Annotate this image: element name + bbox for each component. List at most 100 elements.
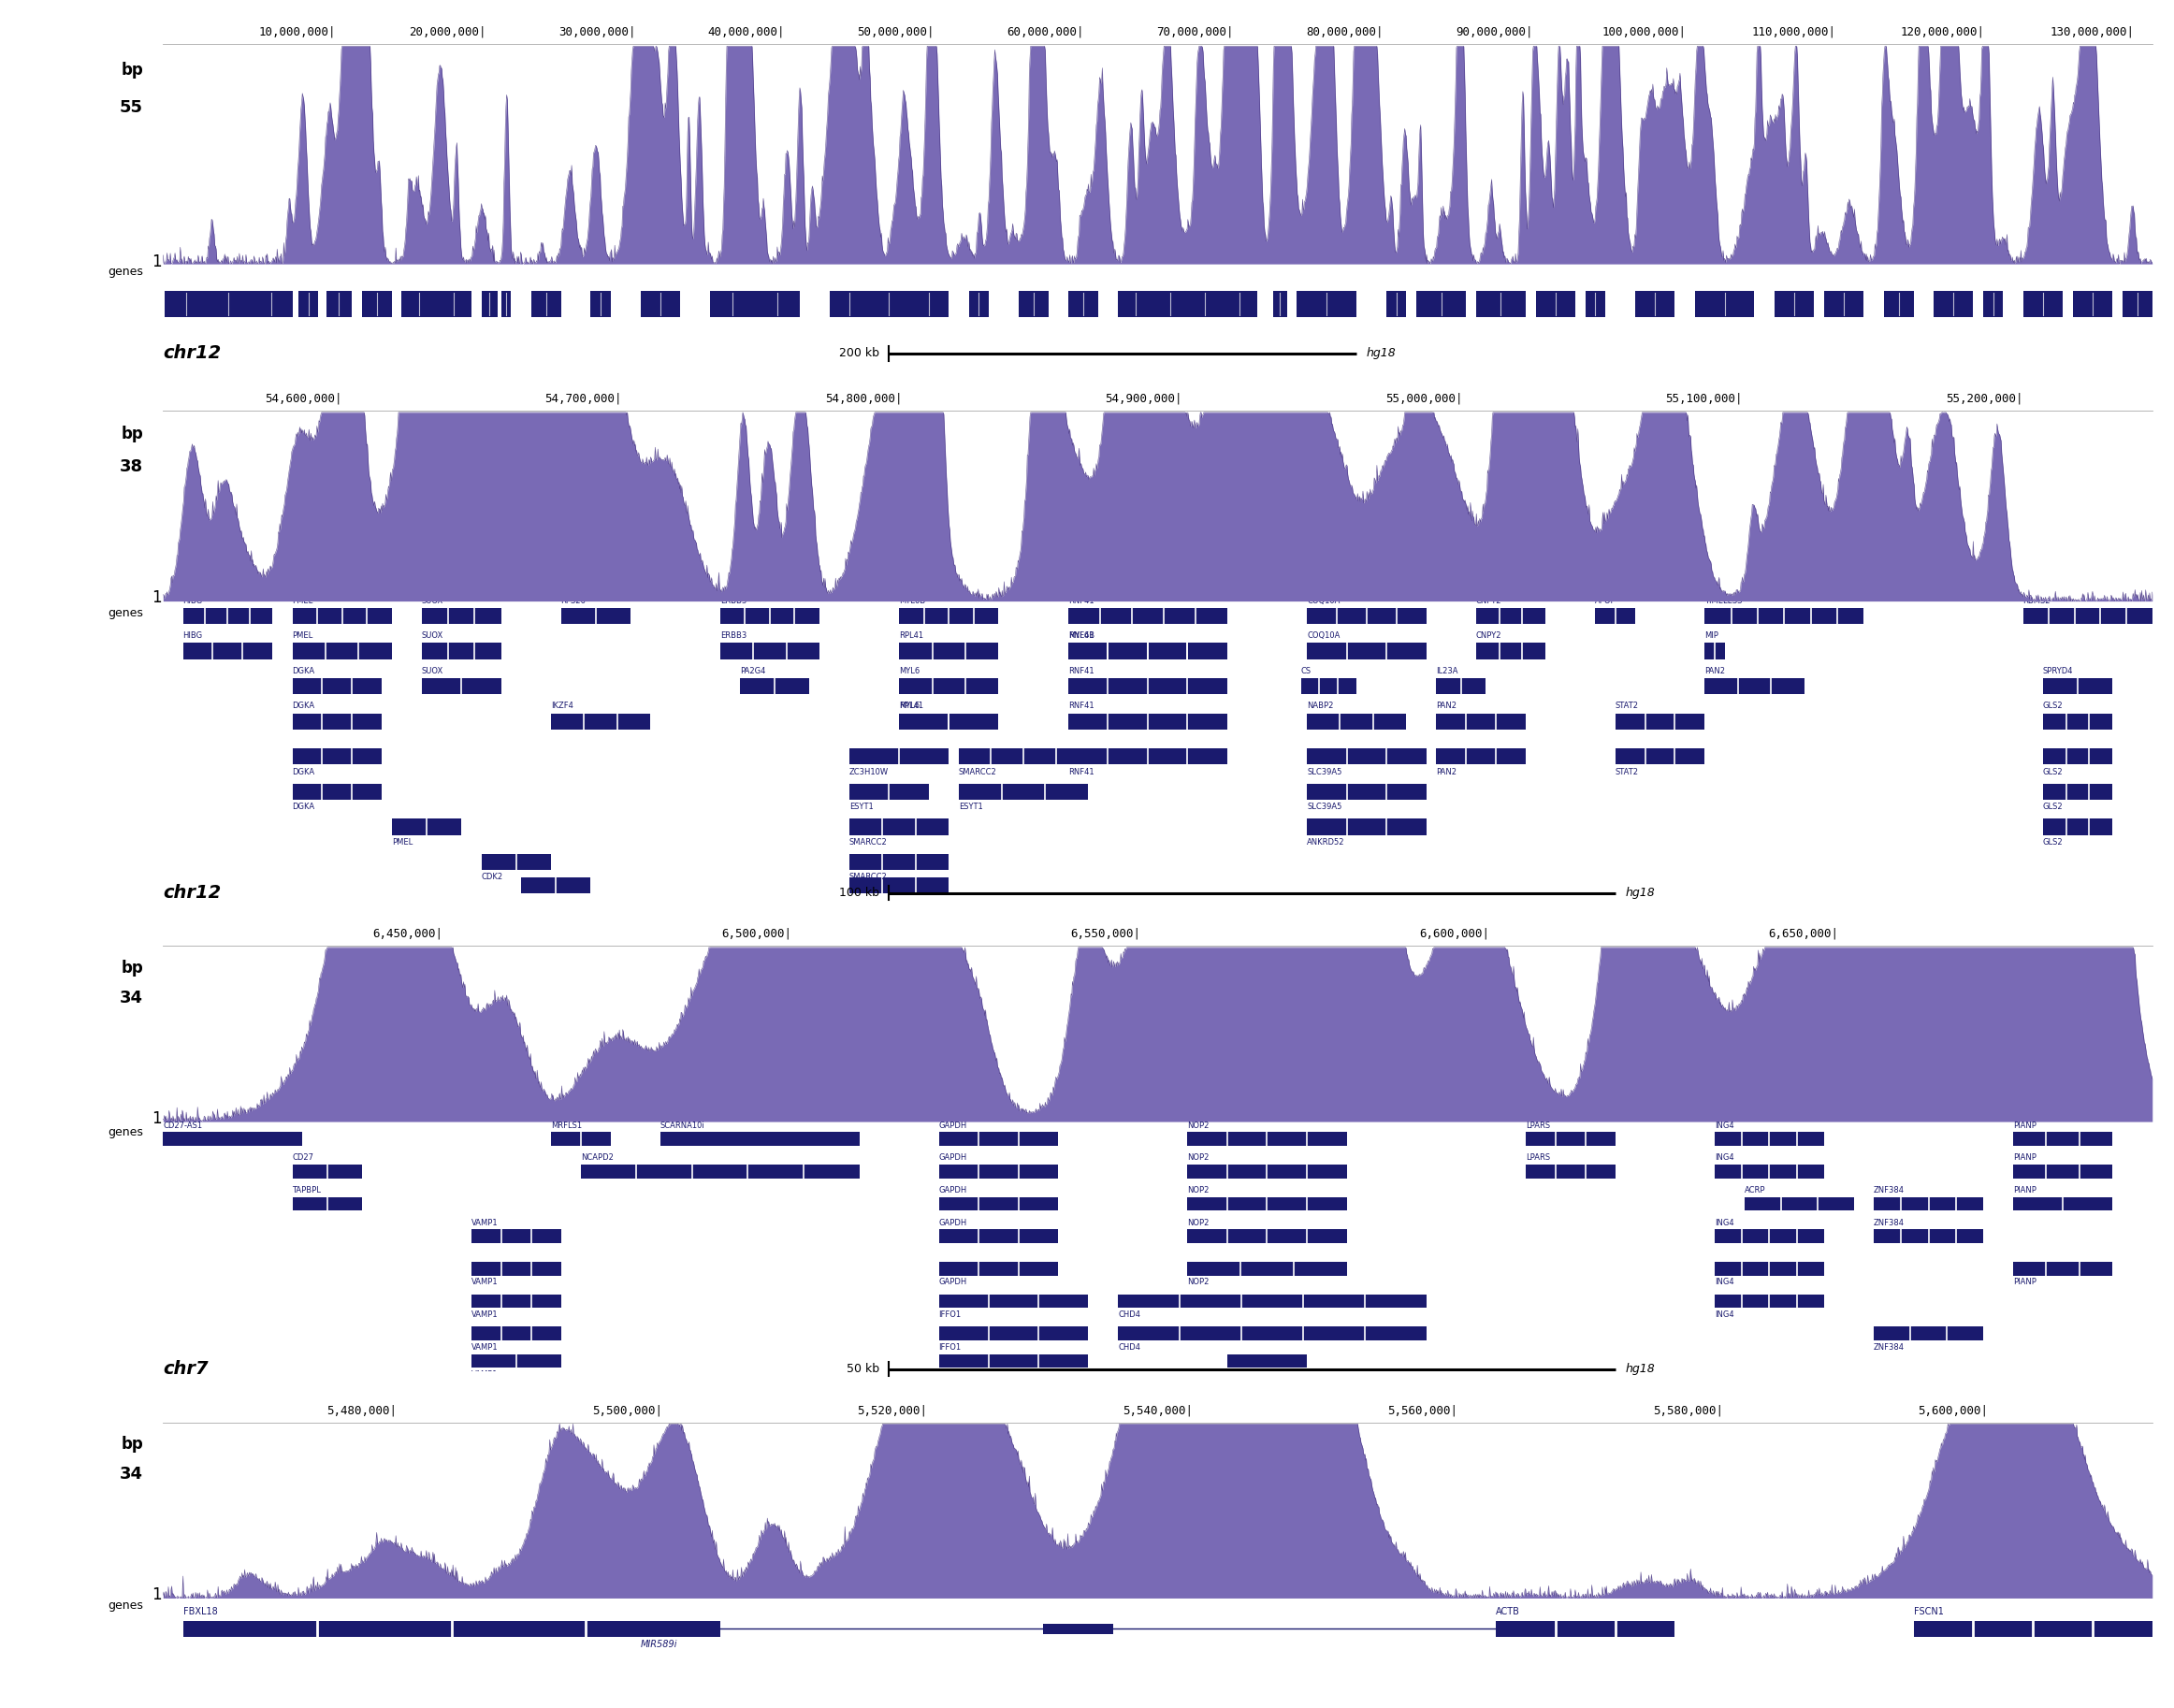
Text: PMEL: PMEL	[391, 839, 413, 845]
Text: HIBG: HIBG	[183, 596, 202, 605]
Text: bp: bp	[122, 960, 143, 977]
Bar	[2044, 748, 2113, 765]
Bar	[361, 292, 391, 318]
Text: CD27: CD27	[291, 1153, 313, 1161]
Text: RNF41: RNF41	[1067, 596, 1094, 605]
Text: PIANP: PIANP	[2013, 1153, 2037, 1161]
Text: SLC39A5: SLC39A5	[1307, 767, 1341, 775]
Text: STAT2: STAT2	[1615, 767, 1639, 775]
Text: GAPDH: GAPDH	[939, 1218, 967, 1226]
Bar	[2044, 678, 2113, 693]
Bar	[1535, 292, 1576, 318]
Text: GLS2: GLS2	[2044, 767, 2063, 775]
Bar	[298, 292, 317, 318]
Bar	[1744, 1197, 1854, 1211]
Bar	[2013, 1197, 2113, 1211]
Bar	[1067, 678, 1228, 693]
Text: HIBG: HIBG	[183, 632, 202, 640]
Text: PAN2: PAN2	[1704, 666, 1726, 675]
Text: SUOX: SUOX	[422, 632, 443, 640]
Text: RPL41: RPL41	[900, 632, 924, 640]
Bar	[472, 1295, 561, 1308]
Text: CHD4: CHD4	[1117, 1342, 1141, 1351]
Bar	[1526, 1132, 1615, 1146]
Text: MIP: MIP	[1704, 632, 1720, 640]
Bar	[550, 1132, 611, 1146]
Text: ING4: ING4	[1715, 1120, 1735, 1129]
Text: genes: genes	[109, 1127, 143, 1139]
Bar	[2013, 1165, 2113, 1179]
Bar	[900, 714, 998, 729]
Text: VAMP1: VAMP1	[472, 1278, 498, 1286]
Text: VAMP1: VAMP1	[472, 1342, 498, 1351]
Text: ESYT1: ESYT1	[959, 803, 983, 811]
Bar	[1585, 292, 1604, 318]
Text: genes: genes	[109, 606, 143, 618]
Bar	[959, 784, 1087, 799]
Text: RNF41: RNF41	[1067, 767, 1094, 775]
Text: hg18: hg18	[1367, 347, 1396, 359]
Bar	[1067, 748, 1228, 765]
Bar	[1874, 1197, 1983, 1211]
Text: PIANP: PIANP	[2013, 1278, 2037, 1286]
Text: ANKRD52: ANKRD52	[1307, 839, 1346, 845]
Text: CDK2: CDK2	[480, 873, 502, 881]
Bar	[850, 818, 948, 835]
Bar	[502, 292, 511, 318]
Bar	[1437, 714, 1526, 729]
Bar	[661, 1132, 859, 1146]
Bar	[1774, 292, 1813, 318]
Bar	[1874, 1230, 1983, 1243]
Text: chr12: chr12	[163, 345, 222, 362]
Bar	[1117, 1327, 1426, 1341]
Bar	[1696, 292, 1754, 318]
Text: GLS2: GLS2	[2044, 839, 2063, 845]
Bar	[1187, 1132, 1346, 1146]
Bar	[291, 714, 383, 729]
Text: DGKA: DGKA	[291, 767, 315, 775]
Text: MIR589i: MIR589i	[641, 1640, 678, 1648]
Text: SMARCC2: SMARCC2	[850, 873, 887, 881]
Bar	[641, 292, 680, 318]
Text: VAMP1: VAMP1	[472, 1370, 498, 1378]
Bar	[1476, 292, 1526, 318]
Text: hg18: hg18	[1626, 1363, 1654, 1375]
Bar	[1307, 818, 1426, 835]
Bar	[1298, 292, 1357, 318]
Text: TAPBPL: TAPBPL	[291, 1185, 322, 1194]
Bar	[720, 608, 820, 623]
Bar	[2072, 292, 2113, 318]
Bar	[1437, 678, 1485, 693]
Text: ING4: ING4	[1715, 1278, 1735, 1286]
Bar	[165, 292, 291, 318]
Bar	[472, 1327, 561, 1341]
Bar	[2013, 1132, 2113, 1146]
Text: CD27-AS1: CD27-AS1	[163, 1120, 202, 1129]
Text: ZNF384: ZNF384	[1874, 1185, 1904, 1194]
Bar	[830, 292, 948, 318]
Bar	[1983, 292, 2002, 318]
Text: SMARCC2: SMARCC2	[850, 839, 887, 845]
Bar	[1387, 292, 1407, 318]
Bar	[183, 1621, 720, 1636]
Text: FBXL18: FBXL18	[183, 1607, 217, 1616]
Text: bp: bp	[122, 61, 143, 79]
Bar	[1307, 714, 1407, 729]
Text: DGKA: DGKA	[291, 702, 315, 711]
Bar	[2013, 1262, 2113, 1276]
Text: chr7: chr7	[163, 1361, 209, 1378]
Bar	[326, 292, 352, 318]
Bar	[1437, 748, 1526, 765]
Text: NOP2: NOP2	[1187, 1278, 1209, 1286]
Text: RNF41: RNF41	[1067, 702, 1094, 711]
Text: TIMELESS: TIMELESS	[1704, 596, 1741, 605]
Text: GAPDH: GAPDH	[939, 1153, 967, 1161]
Bar	[2044, 784, 2113, 799]
Text: 34: 34	[120, 1465, 143, 1483]
Bar	[900, 608, 998, 623]
Bar	[2044, 714, 2113, 729]
Bar	[480, 292, 498, 318]
Text: SCARNA111: SCARNA111	[1228, 1370, 1274, 1378]
Text: PIANP: PIANP	[2013, 1120, 2037, 1129]
Text: DGKA: DGKA	[291, 666, 315, 675]
